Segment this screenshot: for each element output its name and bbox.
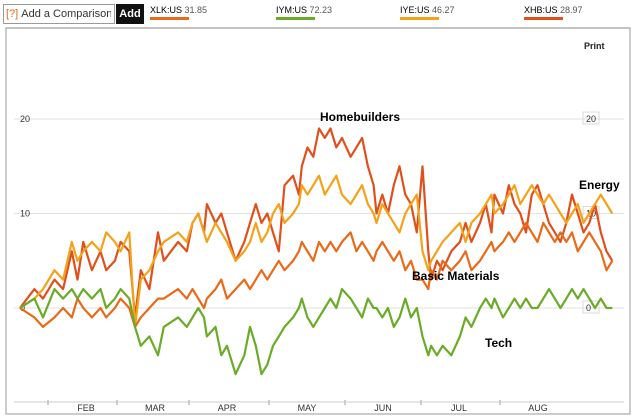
x-tick-label: FEB xyxy=(77,403,95,413)
x-tick-label: MAY xyxy=(298,403,317,413)
legend-item-iye[interactable]: IYE:US 46.27 xyxy=(400,5,455,15)
series-line-2 xyxy=(19,221,614,328)
annotation-basic-materials: Basic Materials xyxy=(412,269,500,283)
legend-value: 46.27 xyxy=(432,5,455,15)
legend-swatch-iym xyxy=(276,17,315,20)
legend-item-xhb[interactable]: XHB:US 28.97 xyxy=(524,5,583,15)
x-tick-label: AUG xyxy=(528,403,548,413)
y-tick-box xyxy=(582,111,600,125)
y-tick-label-left: 20 xyxy=(20,114,30,124)
y-tick-label-right: 0 xyxy=(586,303,591,313)
y-tick-label-right: 20 xyxy=(586,114,596,124)
add-comparison-box[interactable]: [?] xyxy=(3,4,115,24)
x-tick-label: APR xyxy=(218,403,237,413)
print-link[interactable]: Print xyxy=(584,41,605,51)
legend-swatch-xlk xyxy=(150,17,189,20)
legend-value: 28.97 xyxy=(560,5,583,15)
x-tick-label: JUL xyxy=(451,403,467,413)
add-comparison-input[interactable] xyxy=(21,8,112,20)
legend-ticker: IYE:US xyxy=(400,5,430,15)
series-line-3 xyxy=(19,288,613,376)
series-line-1 xyxy=(19,174,614,328)
legend-value: 31.85 xyxy=(184,5,208,15)
legend-ticker: XLK:US xyxy=(150,5,183,15)
toolbar: [?] Add XLK:US 31.85 IYM:US 72.23 IYE:US… xyxy=(0,0,636,28)
annotation-homebuilders: Homebuilders xyxy=(320,110,400,124)
add-button[interactable]: Add xyxy=(116,4,144,24)
x-tick-label: JUN xyxy=(374,403,392,413)
series-line-0 xyxy=(19,127,614,319)
legend-item-iym[interactable]: IYM:US 72.23 xyxy=(276,5,332,15)
plot-frame xyxy=(5,27,631,415)
x-tick-label: MAR xyxy=(145,403,166,413)
annotation-energy: Energy xyxy=(579,178,620,192)
annotation-tech: Tech xyxy=(485,336,512,350)
legend-swatch-iye xyxy=(400,17,439,20)
y-tick-label-left: 10 xyxy=(20,209,30,219)
legend-ticker: XHB:US xyxy=(524,5,558,15)
help-icon[interactable]: [?] xyxy=(6,8,19,20)
y-tick-label-left: 0 xyxy=(20,303,25,313)
legend-ticker: IYM:US xyxy=(276,5,308,15)
legend-value: 72.23 xyxy=(309,5,333,15)
legend-item-xlk[interactable]: XLK:US 31.85 xyxy=(150,5,207,15)
legend-swatch-xhb xyxy=(524,17,563,20)
